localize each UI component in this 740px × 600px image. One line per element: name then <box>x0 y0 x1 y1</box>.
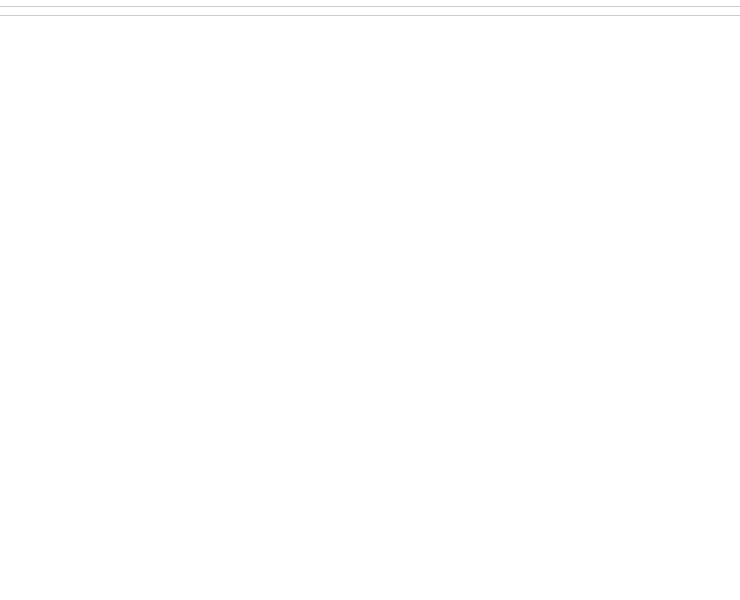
temperature-chart-box <box>8 34 732 184</box>
daily-forecast-strip <box>0 6 740 16</box>
precip-chart-box <box>8 202 732 360</box>
precip-pct-row <box>8 356 732 360</box>
precip-chart <box>8 206 308 356</box>
temperature-chart <box>8 34 308 184</box>
